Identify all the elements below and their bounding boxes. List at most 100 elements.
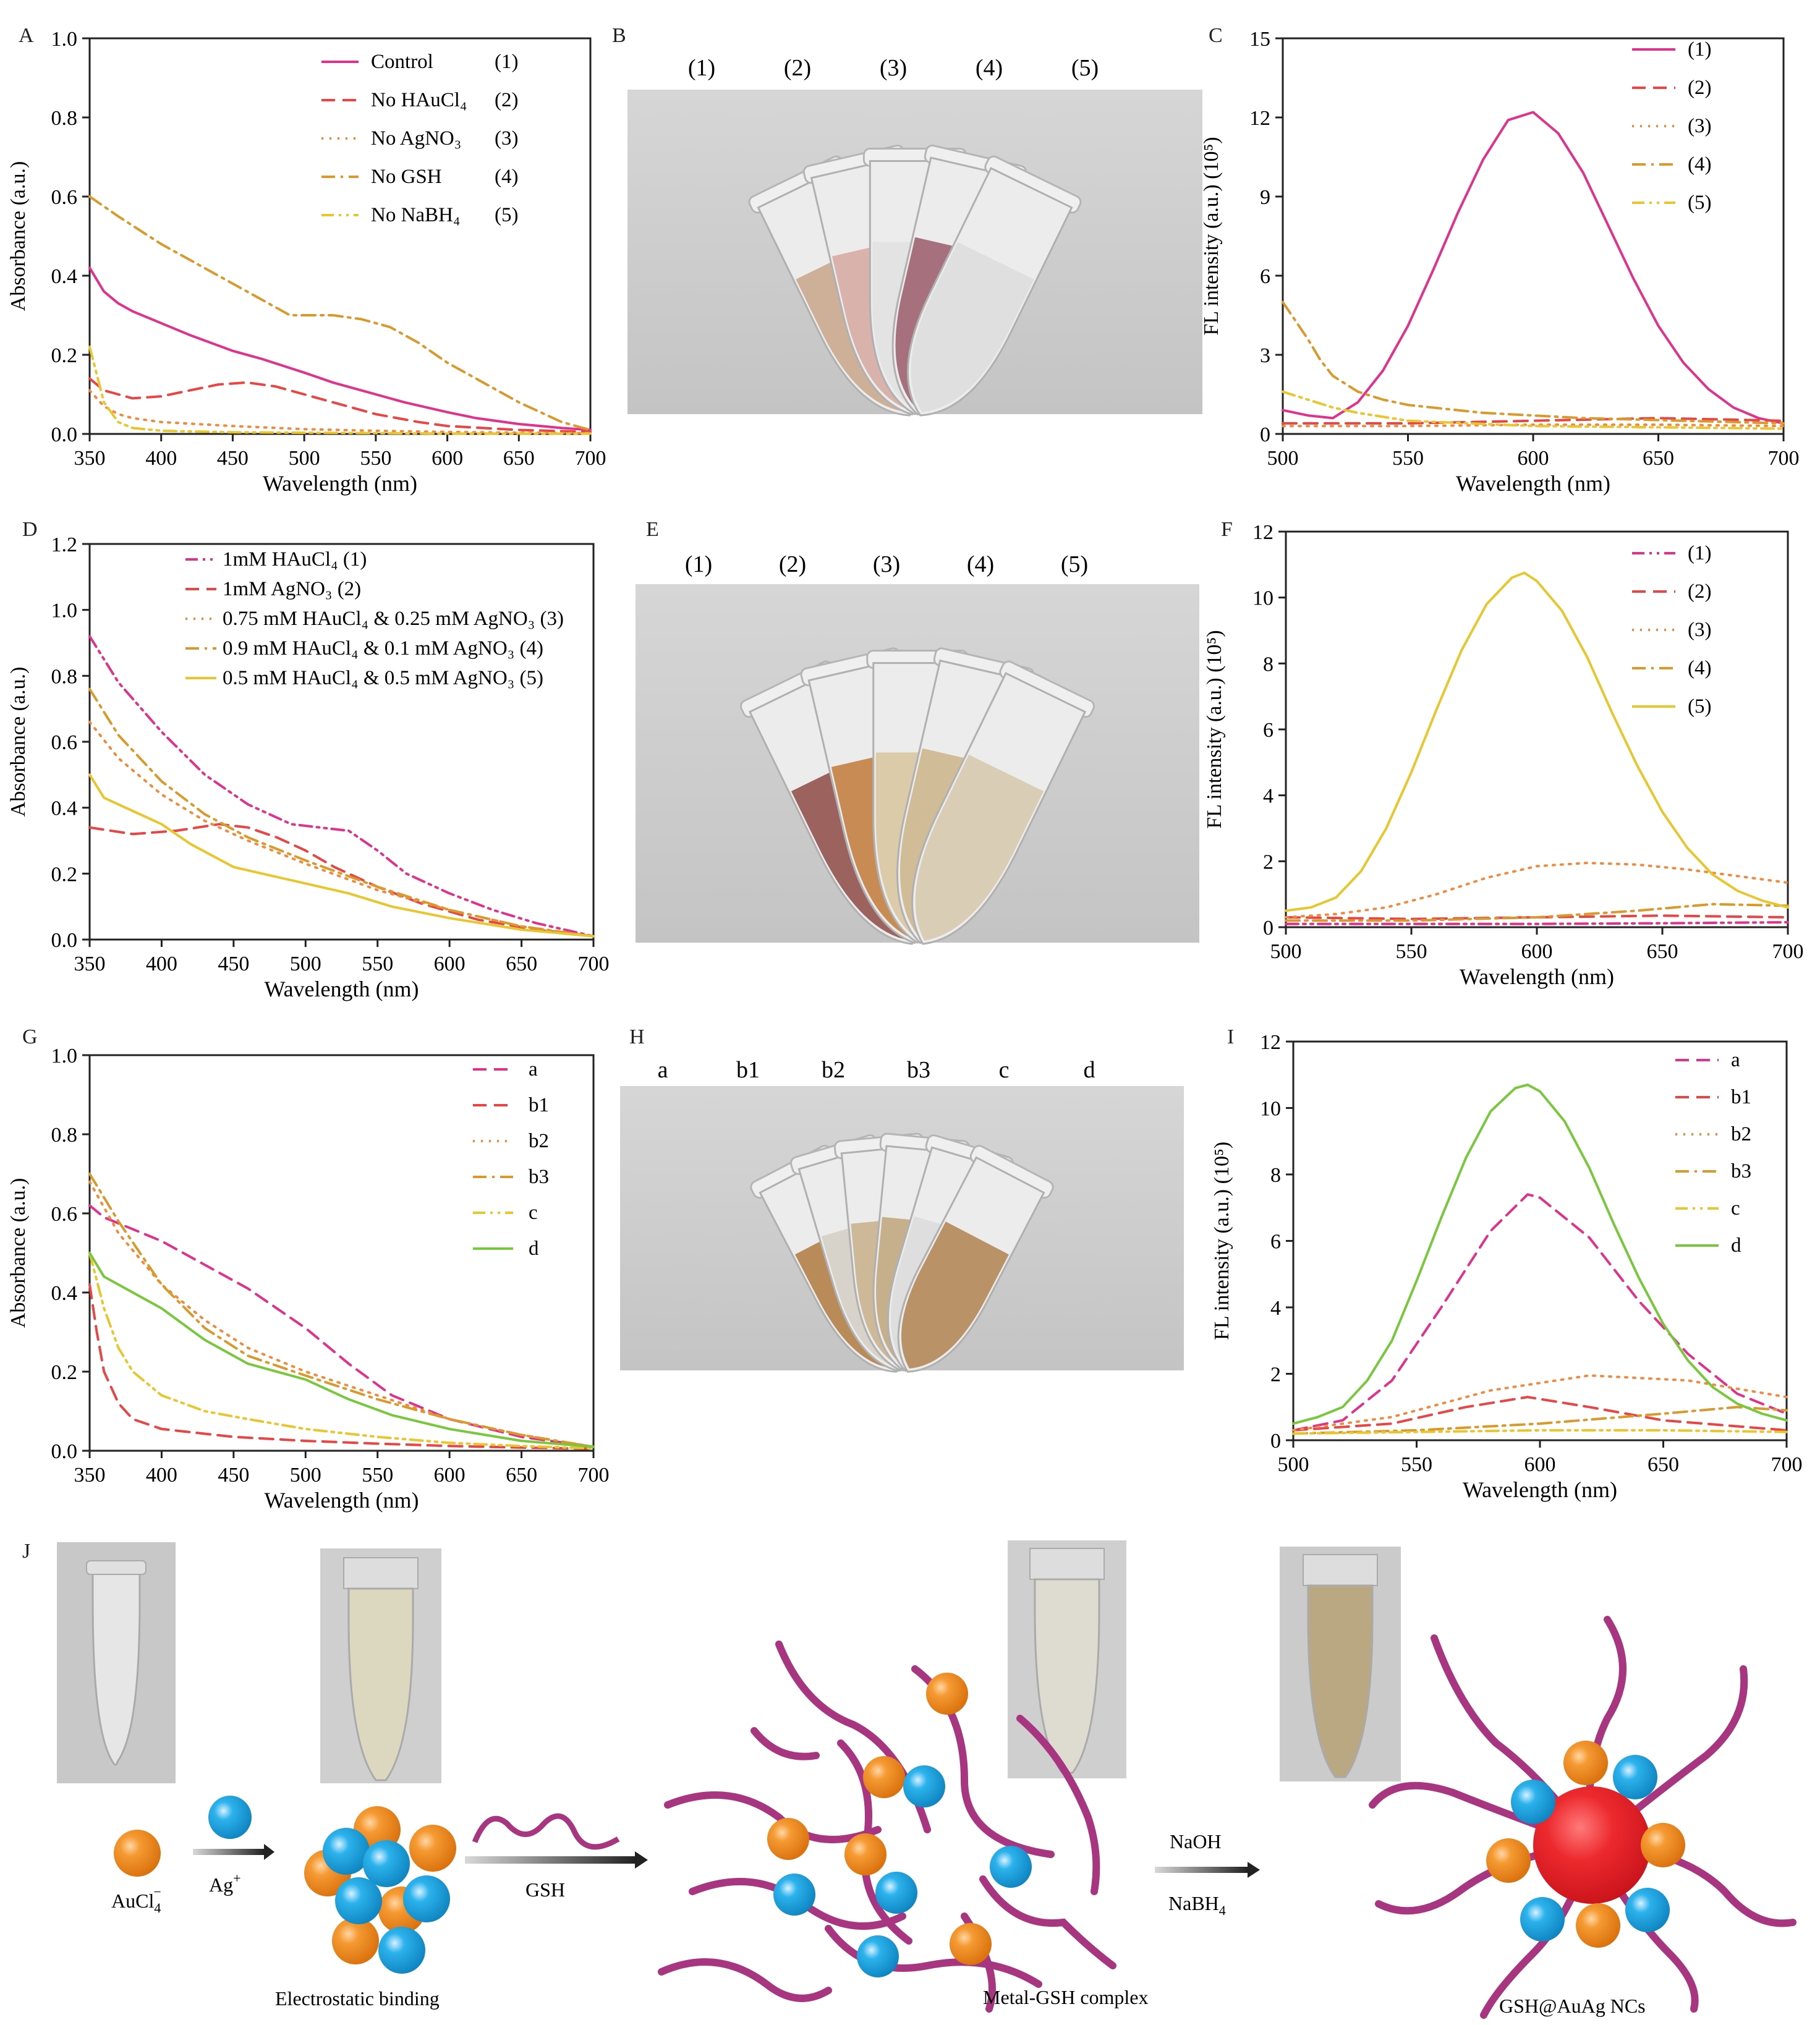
tube-label: c [999, 1057, 1010, 1083]
series-line [1285, 902, 1789, 922]
gsh-strand [979, 1875, 1116, 1969]
y-tick-label: 0 [1270, 1430, 1281, 1453]
tube-label: b1 [736, 1057, 760, 1083]
y-tick-label: 0.2 [51, 863, 78, 886]
x-axis-label: Wavelength (nm) [1460, 964, 1614, 989]
panel-letter-e: E [646, 518, 659, 541]
series-line [88, 1252, 595, 1448]
x-tick-label: 500 [1278, 1453, 1309, 1476]
series-line [1292, 1396, 1788, 1432]
series-line [88, 266, 592, 431]
scheme-photo-electrostatic [320, 1548, 441, 1783]
ag-sphere [323, 1828, 370, 1875]
x-tick-label: 400 [145, 447, 177, 470]
legend-label: No AgNO₃ [371, 127, 461, 150]
legend-label: No GSH [371, 166, 442, 188]
photo-b-tubes: (1) (2) (3) (4) (5) [627, 55, 1202, 417]
au-sphere [1641, 1823, 1685, 1867]
chart-d-absorbance: 350 400 450 500 550 600 650 700 0.0 0.2 0.4 0.6 0.8 1… [7, 533, 610, 1001]
x-tick-label: 700 [575, 447, 606, 470]
x-tick-label: 650 [506, 1464, 537, 1487]
series-line [1292, 1083, 1788, 1425]
x-tick-label: 700 [1771, 1453, 1803, 1476]
photo-h-tubes: a b1 b2 b3 c d [620, 1057, 1184, 1373]
y-axis-label: FL intensity (a.u.) (10⁵) [1203, 630, 1226, 828]
legend-label: (1) [1688, 38, 1711, 61]
legend-label: 0.5 mM HAuCl₄ & 0.5 mM AgNO₃ (5) [223, 667, 543, 689]
y-tick-label: 0.0 [51, 1440, 78, 1463]
y-tick-label: 2 [1270, 1364, 1281, 1386]
x-tick-label: 350 [74, 1464, 106, 1487]
series-line [88, 346, 592, 435]
ag-sphere [1511, 1780, 1555, 1824]
gsh-strand [664, 1791, 882, 1843]
panel-letter-g: G [22, 1025, 38, 1048]
y-axis-label: FL intensity (a.u.) (10⁵) [1200, 137, 1223, 335]
au-sphere [950, 1923, 992, 1965]
legend-tag: (4) [495, 166, 518, 188]
x-tick-label: 500 [289, 447, 320, 470]
gsh-strand-icon [472, 1813, 620, 1850]
ag-sphere [403, 1875, 450, 1922]
legend-label: c [1731, 1197, 1740, 1220]
y-tick-label: 4 [1263, 785, 1274, 808]
ag-sphere [875, 1872, 917, 1914]
chart-c-fl-intensity: 500 550 600 650 700 0 3 6 9 12 15 Wavelength (nm) FL… [1200, 28, 1800, 496]
series-line [1292, 1429, 1788, 1435]
y-axis-label: Absorbance (a.u.) [7, 1178, 30, 1328]
panel-letter-f: F [1221, 518, 1233, 541]
chart-f-fl-intensity: 500 550 600 650 700 0 2 4 6 8 10 12 Wavelength (nm) F… [1203, 521, 1804, 989]
x-tick-label: 450 [218, 1464, 249, 1487]
x-tick-label: 400 [146, 953, 177, 975]
plot-frame [88, 1054, 595, 1452]
tube-label: (4) [967, 551, 994, 577]
x-tick-label: 550 [1396, 940, 1427, 963]
au-sphere [332, 1917, 379, 1964]
au-sphere [409, 1825, 456, 1872]
gsh-strand [1016, 1715, 1100, 1895]
x-tick-label: 550 [1392, 447, 1424, 470]
y-tick-label: 0.0 [51, 423, 78, 446]
ag-sphere [1520, 1897, 1565, 1942]
x-tick-label: 350 [74, 447, 106, 470]
x-tick-label: 350 [74, 953, 106, 975]
arrow-ag [193, 1849, 264, 1855]
series-line [88, 687, 595, 938]
legend-label: b3 [529, 1166, 549, 1188]
x-tick-label: 600 [1524, 1453, 1556, 1476]
chart-i-fl-intensity: 500 550 600 650 700 0 2 4 6 8 10 12 Wavelength (nm) F… [1210, 1031, 1803, 1502]
gsh-strand [775, 1641, 931, 1833]
legend-label: c [529, 1202, 538, 1224]
tube [911, 660, 1095, 945]
x-tick-label: 700 [1768, 447, 1800, 470]
x-axis-label: Wavelength (nm) [264, 1488, 419, 1513]
y-tick-label: 0.6 [51, 731, 78, 754]
x-tick-label: 650 [1647, 940, 1678, 963]
ag-sphere [773, 1874, 815, 1916]
legend-label: 1mM AgNO₃ (2) [223, 578, 361, 600]
series-line [88, 635, 595, 938]
y-axis-label: Absorbance (a.u.) [7, 667, 30, 817]
x-tick-label: 550 [362, 1464, 393, 1487]
tube [897, 1145, 1054, 1373]
ag-sphere [1613, 1755, 1657, 1799]
legend-label: a [529, 1058, 538, 1080]
electrostatic-cluster [304, 1806, 456, 1974]
x-tick-label: 650 [506, 953, 537, 975]
ag-sphere [990, 1846, 1032, 1888]
x-tick-label: 500 [1267, 447, 1299, 470]
legend-tag: (3) [495, 127, 518, 150]
legend-label: (2) [1688, 580, 1711, 603]
au-sphere [767, 1818, 809, 1860]
gsh-strand [751, 1727, 820, 1760]
x-axis-label: Wavelength (nm) [1456, 471, 1610, 496]
x-tick-label: 400 [146, 1464, 177, 1487]
x-tick-label: 550 [362, 953, 393, 975]
arrow-gsh [465, 1856, 635, 1864]
photo-e-tubes: (1) (2) (3) (4) (5) [636, 551, 1199, 945]
y-tick-label: 0 [1260, 423, 1270, 446]
x-tick-label: 650 [1643, 447, 1674, 470]
ag-sphere [378, 1927, 425, 1974]
y-tick-label: 6 [1260, 265, 1270, 288]
